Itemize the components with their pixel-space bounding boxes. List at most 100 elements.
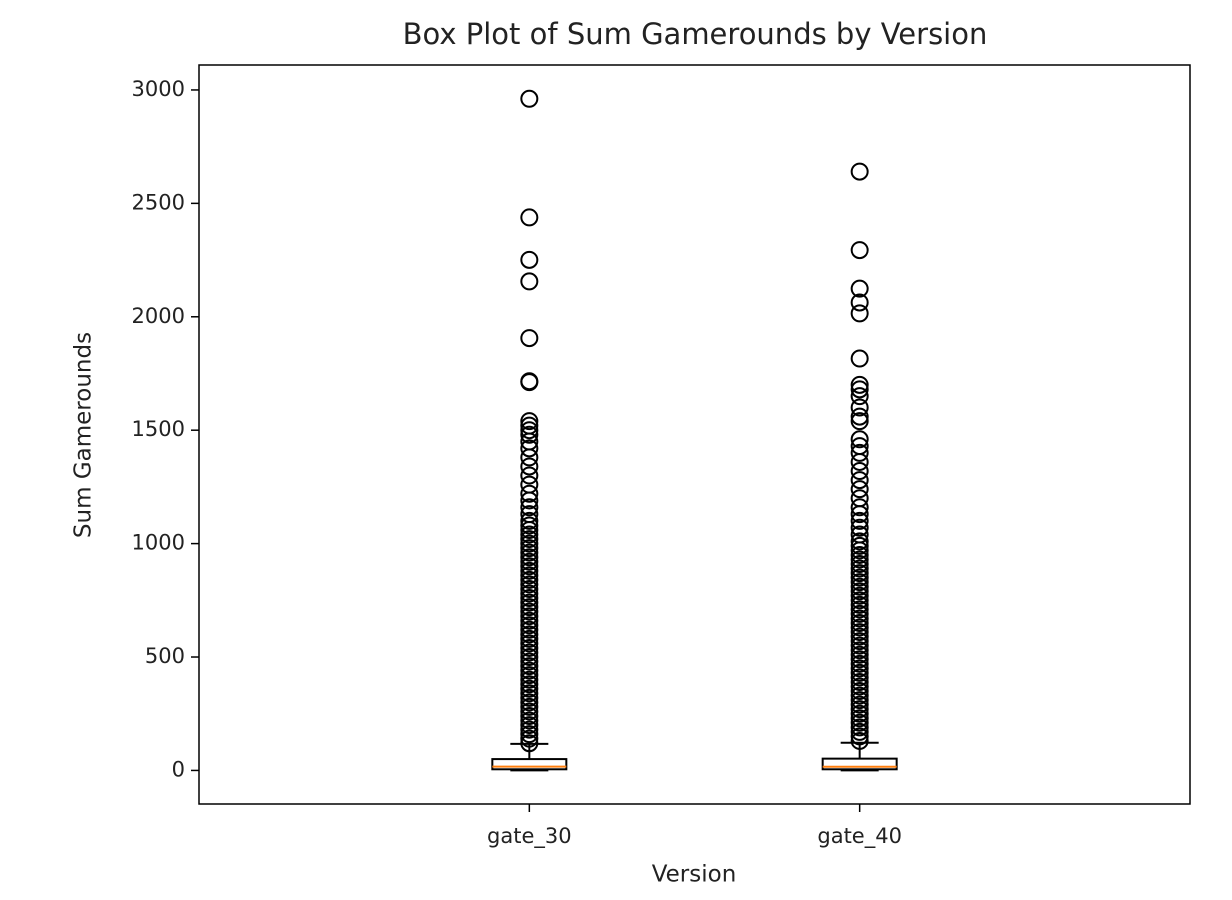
outlier <box>850 709 869 728</box>
outlier <box>850 623 869 642</box>
outlier <box>520 539 539 558</box>
outlier <box>850 718 869 737</box>
outlier <box>850 279 869 298</box>
outlier <box>850 573 869 592</box>
y-axis-label: Sum Gamerounds <box>71 332 97 538</box>
outlier <box>850 511 869 530</box>
outlier <box>850 293 869 312</box>
outlier <box>850 550 869 569</box>
outlier <box>850 600 869 619</box>
outlier <box>850 713 869 732</box>
outlier <box>850 443 869 462</box>
axes-frame <box>198 64 1191 805</box>
outlier <box>850 618 869 637</box>
outlier <box>520 412 539 431</box>
outlier <box>520 530 539 549</box>
outlier <box>850 677 869 696</box>
outlier <box>850 387 869 406</box>
outlier <box>520 552 539 571</box>
outlier <box>520 611 539 630</box>
outlier <box>850 471 869 490</box>
outlier <box>850 559 869 578</box>
outlier <box>520 329 539 348</box>
outlier <box>520 566 539 585</box>
outlier <box>850 691 869 710</box>
outlier <box>850 398 869 417</box>
outlier <box>520 372 539 391</box>
outlier <box>520 638 539 657</box>
outlier <box>520 725 539 744</box>
outlier <box>850 536 869 555</box>
outlier <box>850 695 869 714</box>
outlier <box>850 722 869 741</box>
outlier <box>850 682 869 701</box>
outlier <box>520 208 539 227</box>
outlier <box>520 448 539 467</box>
outlier <box>520 684 539 703</box>
outlier <box>520 421 539 440</box>
outlier <box>520 557 539 576</box>
outlier <box>850 627 869 646</box>
y-tick-label: 2500 <box>132 190 185 214</box>
outlier <box>850 349 869 368</box>
outlier <box>520 484 539 503</box>
outlier <box>520 720 539 739</box>
outlier <box>520 250 539 269</box>
x-axis-label: Version <box>652 862 737 888</box>
y-tick-label: 1000 <box>132 531 185 555</box>
outlier <box>850 636 869 655</box>
x-tick-label: gate_40 <box>817 824 902 849</box>
outlier <box>850 545 869 564</box>
outlier <box>520 702 539 721</box>
outlier <box>520 666 539 685</box>
outlier <box>850 437 869 456</box>
outlier <box>520 693 539 712</box>
y-tick-label: 2000 <box>132 304 185 328</box>
outlier <box>520 570 539 589</box>
outlier <box>850 407 869 426</box>
x-tick-label: gate_30 <box>487 824 572 849</box>
outlier <box>850 668 869 687</box>
outlier <box>850 586 869 605</box>
outlier <box>850 577 869 596</box>
outlier <box>850 498 869 517</box>
outlier <box>520 589 539 608</box>
outlier <box>850 641 869 660</box>
outlier <box>850 380 869 399</box>
outlier <box>520 575 539 594</box>
outlier <box>520 602 539 621</box>
outlier <box>850 430 869 449</box>
outlier <box>850 704 869 723</box>
outlier <box>520 543 539 562</box>
outlier <box>520 661 539 680</box>
outlier <box>520 706 539 725</box>
y-tick-label: 0 <box>172 757 185 781</box>
outlier <box>850 480 869 499</box>
outlier <box>850 564 869 583</box>
y-tick-label: 3000 <box>132 77 185 101</box>
chart-title: Box Plot of Sum Gamerounds by Version <box>403 17 988 51</box>
outlier <box>520 625 539 644</box>
outlier <box>520 511 539 530</box>
outlier <box>850 532 869 551</box>
outlier <box>520 675 539 694</box>
outlier <box>520 457 539 476</box>
outlier <box>850 591 869 610</box>
outlier <box>520 679 539 698</box>
outlier <box>850 489 869 508</box>
outlier <box>850 727 869 746</box>
outlier <box>520 697 539 716</box>
outlier <box>520 620 539 639</box>
outlier <box>520 629 539 648</box>
outlier <box>520 439 539 458</box>
outlier <box>520 711 539 730</box>
box <box>821 757 898 771</box>
outlier <box>850 632 869 651</box>
outlier <box>850 555 869 574</box>
outlier <box>850 162 869 181</box>
outlier <box>520 534 539 553</box>
outlier <box>520 648 539 667</box>
outlier <box>520 729 539 748</box>
outlier <box>850 452 869 471</box>
